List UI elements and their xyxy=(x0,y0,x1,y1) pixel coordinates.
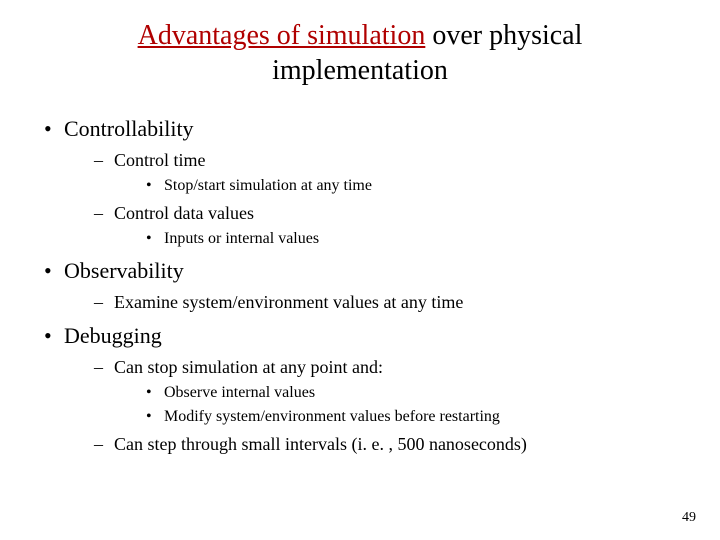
bullet-text: Modify system/environment values before … xyxy=(164,408,500,425)
list-item: Can step through small intervals (i. e. … xyxy=(92,434,690,455)
list-item: Stop/start simulation at any time xyxy=(144,177,690,195)
list-item: Modify system/environment values before … xyxy=(144,408,690,426)
page-number: 49 xyxy=(682,510,696,526)
bullet-sublist: Stop/start simulation at any time xyxy=(114,177,690,195)
bullet-text: Debugging xyxy=(64,323,162,348)
list-item: Debugging Can stop simulation at any poi… xyxy=(40,323,690,455)
bullet-sublist: Control time Stop/start simulation at an… xyxy=(64,150,690,248)
list-item: Observability Examine system/environment… xyxy=(40,258,690,313)
slide-title: Advantages of simulation over physical i… xyxy=(30,18,690,88)
bullet-text: Can stop simulation at any point and: xyxy=(114,357,383,377)
bullet-text: Stop/start simulation at any time xyxy=(164,177,372,194)
list-item: Inputs or internal values xyxy=(144,230,690,248)
bullet-text: Can step through small intervals (i. e. … xyxy=(114,434,527,454)
bullet-sublist: Examine system/environment values at any… xyxy=(64,292,690,313)
list-item: Control time Stop/start simulation at an… xyxy=(92,150,690,195)
bullet-text: Observability xyxy=(64,258,184,283)
list-item: Observe internal values xyxy=(144,384,690,402)
bullet-text: Observe internal values xyxy=(164,384,315,401)
bullet-text: Inputs or internal values xyxy=(164,230,319,247)
slide: Advantages of simulation over physical i… xyxy=(0,0,720,540)
list-item: Control data values Inputs or internal v… xyxy=(92,203,690,248)
bullet-text: Controllability xyxy=(64,116,194,141)
bullet-text: Control data values xyxy=(114,203,254,223)
bullet-text: Examine system/environment values at any… xyxy=(114,292,463,312)
title-highlight: Advantages of simulation xyxy=(138,20,426,51)
bullet-text: Control time xyxy=(114,150,206,170)
bullet-sublist: Can stop simulation at any point and: Ob… xyxy=(64,357,690,455)
list-item: Examine system/environment values at any… xyxy=(92,292,690,313)
bullet-list: Controllability Control time Stop/start … xyxy=(30,116,690,455)
bullet-sublist: Observe internal values Modify system/en… xyxy=(114,384,690,426)
list-item: Can stop simulation at any point and: Ob… xyxy=(92,357,690,426)
bullet-sublist: Inputs or internal values xyxy=(114,230,690,248)
list-item: Controllability Control time Stop/start … xyxy=(40,116,690,248)
